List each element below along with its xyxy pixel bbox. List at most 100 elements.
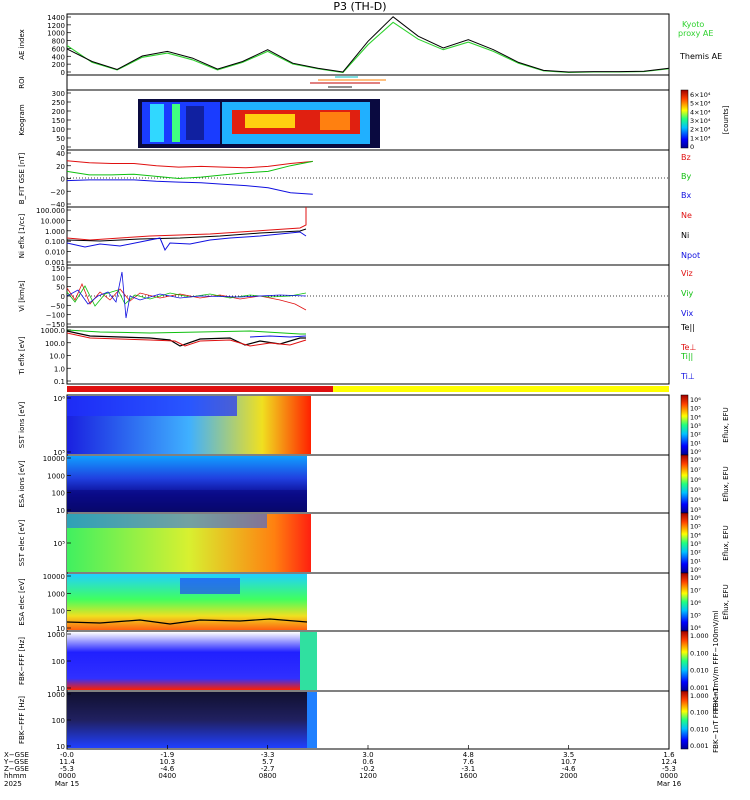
esai-cbar-tick: 10⁴ [690,496,701,504]
vi-ytick-label: 50 [56,284,65,292]
ssti-cbar-label: Eflux, EFU [722,407,730,442]
ti-legend-te-par: Te|| [680,323,695,332]
keo-cbar-tick: 5×10⁴ [690,100,711,108]
fbkb-panel [67,630,689,692]
keo-ytick-label: 0 [61,144,65,152]
x-row-label: 2025 [4,780,22,788]
ni-ytick-label: 1.000 [45,228,65,236]
ni-ytick-label: 100.000 [36,207,65,215]
sste-cbar-tick: 10³ [690,540,701,548]
sste-ylabel: SST elec [eV] [18,519,26,566]
x-tick-label: -0.0 [60,751,74,759]
keo-cbar-tick: 6×10⁴ [690,91,711,99]
fbke-cbar-tick: 0.001 [690,742,709,750]
keo-ylabel: Keogram [18,104,26,135]
sste-cbar-tick: 10⁴ [690,531,701,539]
ae-legend-proxy: proxy AE [678,29,713,38]
ssti-cbar-tick: 10⁴ [690,413,701,421]
roi-panel [310,76,386,88]
ssti-ylabel: SST ions [eV] [18,401,26,448]
ssti-ytick-label: 10⁵ [53,449,65,457]
esai-ylabel: ESA ions [eV] [18,460,26,507]
ssti-cbar-tick: 10⁰ [690,448,701,456]
fbke-ytick-label: 10 [56,743,65,751]
esai-cbar-tick: 10⁸ [690,456,701,464]
mode-bar [67,386,669,392]
bfit-ytick-label: 0 [61,176,65,184]
x-tick-label: -5.3 [60,765,74,773]
ae-ytick-label: 800 [52,38,65,46]
ni-ylabel: Ni eflx [1/cc] [18,214,26,259]
ti-ytick-label: 0.1 [54,378,65,386]
x-tick-label: -5.3 [662,765,676,773]
kyoto-ae-line [66,21,670,74]
sste-cbar-tick: 10⁵ [690,523,701,531]
x-tick-label: 0000 [58,772,76,780]
esai-cbar-tick: 10³ [690,506,701,514]
esae-cbar-tick: 10⁶ [690,599,701,607]
bfit-ytick-label: −40 [50,201,65,209]
vi-legend-viy: Viy [681,289,694,298]
ssti-cbar-tick: 10⁶ [690,396,701,404]
ae-legend-themis: Themis AE [679,52,722,61]
ae-ytick-label: 1400 [47,14,65,22]
fbkb-ytick-label: 1000 [47,631,65,639]
ti-par-line [66,329,306,335]
ssti-panel [67,394,689,456]
ssti-cbar-tick: 10³ [690,422,701,430]
vi-legend-vix: Vix [681,309,694,318]
vi-legend-viz: Viz [681,269,693,278]
x-tick-label: 0800 [259,772,277,780]
x-tick-label: 5.7 [262,758,273,766]
ti-legend-ti-perp: Ti⊥ [680,372,695,381]
ni-line [66,228,307,242]
keo-ytick-label: 300 [52,90,65,98]
vi-ytick-label: −50 [50,302,65,310]
ni-ytick-label: 10.000 [41,217,66,225]
keogram-panel [138,89,689,149]
esae-cbar-tick: 10⁸ [690,574,701,582]
bfit-legend-bx: Bx [681,191,691,200]
fbkb-cbar-label: FBK−1mV/m FFF−100mV/ml [712,611,720,712]
sste-cbar-tick: 10¹ [690,557,701,565]
x-tick-label: 10.3 [160,758,176,766]
x-tick-label: 1600 [459,772,477,780]
bfit-ytick-label: 20 [56,163,65,171]
bfit-legend-by: By [681,172,691,181]
x-tick-label: 3.0 [362,751,373,759]
esae-ytick-label: 100 [52,608,65,616]
bfit-ylabel: B_FIT GSE [nT] [18,152,26,204]
fbkb-cbar-tick: 0.010 [690,667,709,675]
esae-panel [66,572,689,632]
fbke-ylabel: FBK−FFF [Hz] [18,696,26,744]
esai-ytick-label: 10 [56,507,65,515]
bx-line [66,179,313,195]
ti-panel-frame [66,326,670,385]
ssti-colorbar [680,394,689,456]
sste-panel [67,512,689,574]
ae-ytick-label: 400 [52,53,65,61]
ae-ylabel: AE index [18,29,26,60]
esai-cbar-tick: 10⁵ [690,486,701,494]
bfit-ytick-label: 40 [56,150,65,158]
x-tick-label: 0000 [660,772,678,780]
fbkb-ytick-label: 10 [56,685,65,693]
sste-cbar-tick: 10⁰ [690,566,701,574]
ti-ytick-label: 10.0 [49,353,65,361]
ni-panel: Ne Ni Npot [66,207,700,260]
keo-ytick-label: 150 [52,117,65,125]
vix-line [66,271,307,319]
bfit-ytick-label: −20 [50,188,65,196]
x-tick-label: 0.6 [362,758,374,766]
ssti-cbar-tick: 10⁵ [690,405,701,413]
esae-ylabel: ESA elec [eV] [18,578,26,625]
ti-legend-ti-par: Ti|| [680,352,693,361]
x-tick-label: 1.6 [663,751,675,759]
ssti-cbar-tick: 10¹ [690,439,701,447]
bfit-panel-frame [66,149,670,208]
x-row-label: hhmm [4,772,27,780]
vi-ytick-label: 150 [52,265,65,273]
esae-ytick-label: 10 [56,625,65,633]
fbkb-ylabel: FBK−FFF [Hz] [18,637,26,685]
keo-cbar-tick: 4×10⁴ [690,108,711,116]
